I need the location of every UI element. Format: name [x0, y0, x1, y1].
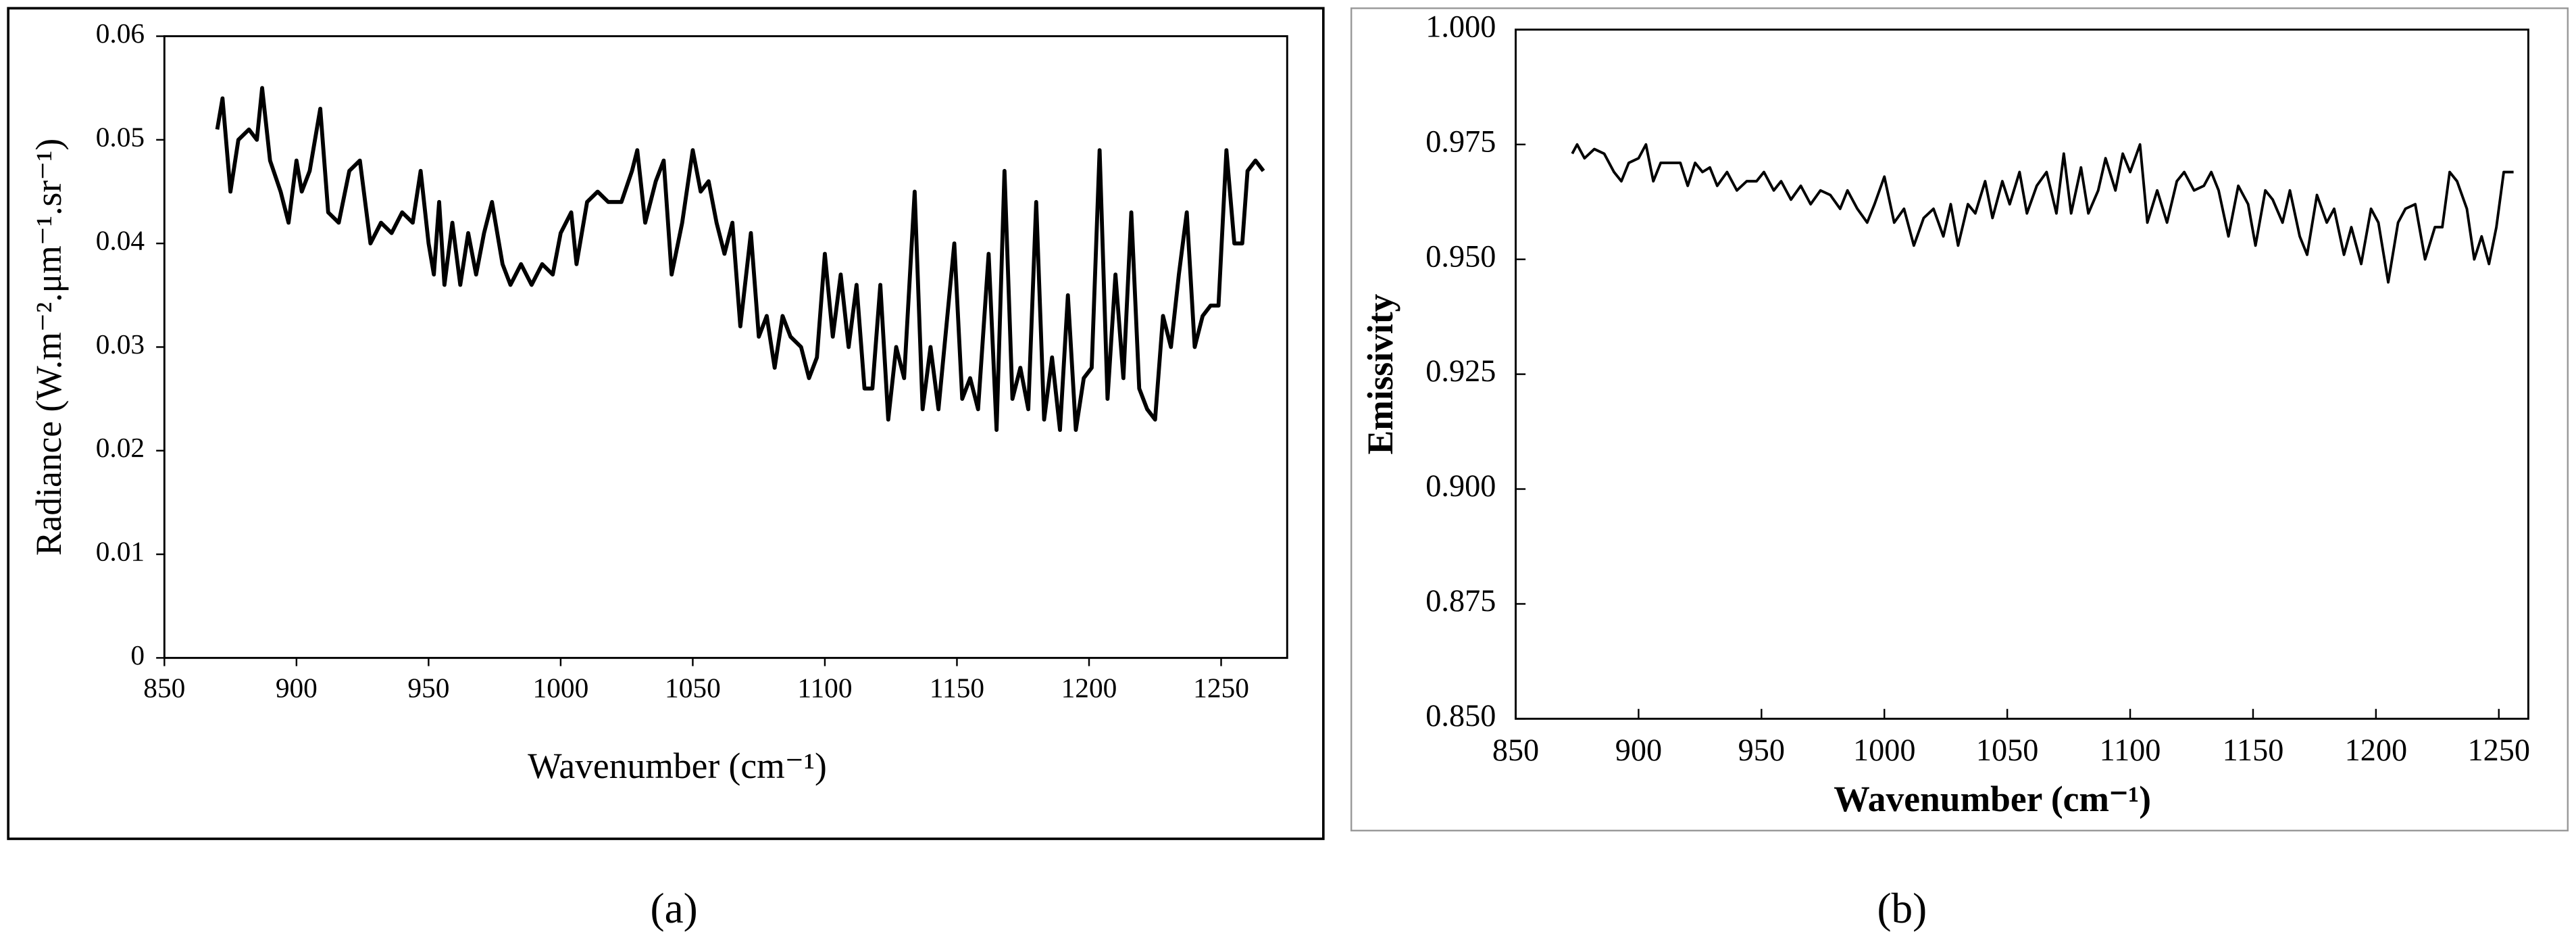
y-tick-label: 0.900 [1425, 468, 1496, 503]
y-tick-label: 0.950 [1425, 239, 1496, 273]
x-axis-label: Wavenumber (cm⁻¹) [1834, 779, 2151, 819]
panel-frame [7, 7, 1325, 840]
x-tick-label: 950 [407, 673, 449, 704]
x-tick-label: 1250 [1193, 673, 1249, 704]
caption: (b) [1877, 885, 1927, 932]
panel-frame [1350, 7, 2569, 832]
x-tick-label: 1250 [2468, 733, 2530, 767]
y-axis-label: Emissivity [1360, 293, 1400, 454]
x-tick-label: 1050 [1976, 733, 2038, 767]
x-tick-label: 1100 [2100, 733, 2161, 767]
plot-frame [163, 35, 1288, 659]
x-tick-label: 850 [1492, 733, 1539, 767]
x-tick-label: 900 [1615, 733, 1662, 767]
plot-frame [1515, 28, 2529, 720]
x-tick-label: 1200 [2345, 733, 2407, 767]
x-tick-label: 1200 [1061, 673, 1117, 704]
x-tick-label: 900 [276, 673, 318, 704]
x-tick-label: 1050 [665, 673, 721, 704]
y-tick-label: 0.875 [1425, 583, 1496, 618]
y-tick-label: 0.01 [96, 536, 145, 567]
y-tick-label: 0.925 [1425, 353, 1496, 388]
y-tick-label: 0.05 [96, 121, 145, 152]
y-tick-label: 1.000 [1425, 9, 1496, 43]
y-tick-label: 0.975 [1425, 124, 1496, 158]
y-tick-label: 0.06 [96, 18, 145, 49]
x-axis-label: Wavenumber (cm⁻¹) [528, 746, 827, 786]
x-tick-label: 1000 [1853, 733, 1915, 767]
x-tick-label: 950 [1738, 733, 1785, 767]
y-tick-label: 0 [130, 639, 145, 670]
x-tick-label: 1100 [797, 673, 852, 704]
y-tick-label: 0.850 [1425, 698, 1496, 733]
y-tick-label: 0.02 [96, 432, 145, 463]
x-tick-label: 1150 [2223, 733, 2284, 767]
x-tick-label: 850 [143, 673, 185, 704]
data-line [1571, 143, 2514, 284]
x-tick-label: 1000 [533, 673, 589, 704]
data-line [215, 86, 1265, 433]
caption: (a) [651, 885, 698, 932]
x-tick-label: 1150 [930, 673, 984, 704]
y-tick-label: 0.04 [96, 225, 145, 256]
y-tick-label: 0.03 [96, 328, 145, 360]
y-axis-label: Radiance (W.m⁻².μm⁻¹.sr⁻¹) [28, 139, 69, 556]
